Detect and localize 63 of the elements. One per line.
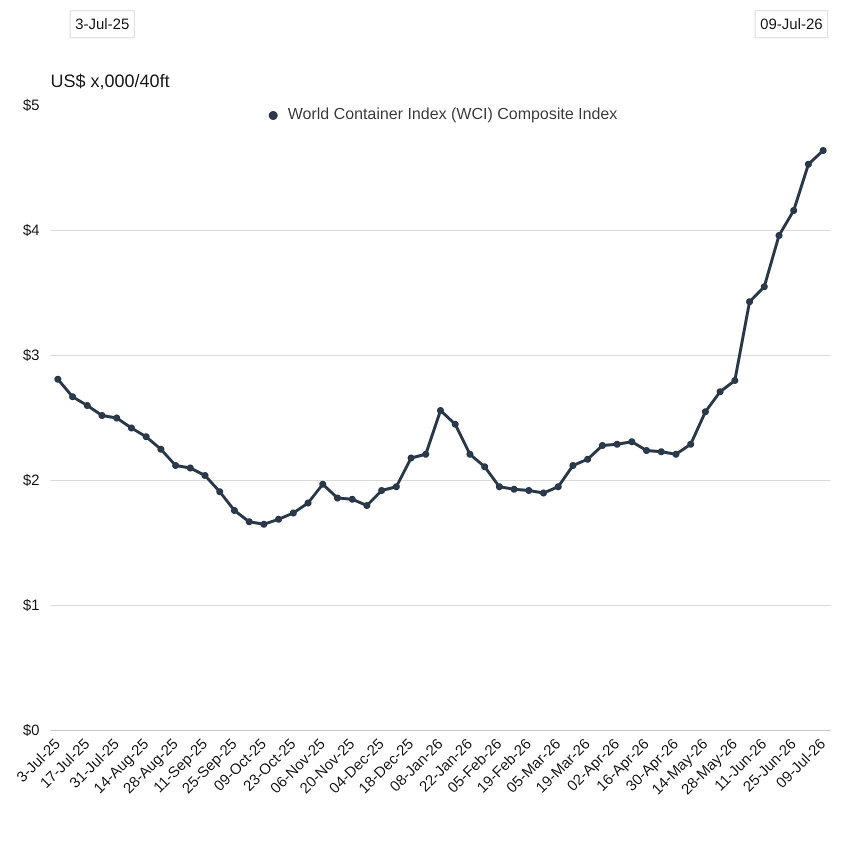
point	[687, 440, 694, 448]
point	[128, 424, 135, 432]
y-axis-title: US$ x,000/40ft	[50, 70, 170, 91]
point	[540, 490, 548, 496]
point	[246, 518, 253, 526]
point	[672, 450, 680, 458]
point	[466, 450, 474, 458]
point	[731, 377, 738, 384]
point	[230, 507, 238, 514]
point	[614, 440, 621, 448]
point	[275, 516, 282, 523]
text: 09-Jul-26	[760, 16, 823, 33]
point	[319, 480, 326, 488]
point	[584, 456, 592, 463]
point	[790, 207, 798, 214]
y-tick-label: $1	[22, 597, 40, 614]
point	[746, 298, 754, 306]
point	[628, 438, 636, 446]
point	[202, 472, 209, 479]
point	[569, 462, 576, 469]
y-tick-label: $3	[22, 347, 40, 364]
point	[113, 414, 120, 422]
text: 3-Jul-25	[75, 16, 130, 33]
point	[422, 450, 430, 458]
point	[658, 448, 665, 456]
point	[334, 494, 341, 502]
y-tick-label: $4	[22, 222, 40, 239]
point	[157, 446, 164, 453]
point	[408, 454, 415, 462]
point	[216, 488, 224, 496]
point	[804, 160, 812, 168]
point	[392, 483, 400, 490]
point	[378, 487, 386, 494]
point	[348, 496, 356, 503]
point	[304, 500, 312, 506]
point	[142, 433, 150, 440]
point	[69, 393, 76, 400]
point	[172, 462, 180, 469]
point	[525, 487, 532, 494]
point	[510, 486, 518, 493]
point	[554, 483, 562, 490]
point	[98, 412, 106, 419]
point	[598, 442, 606, 449]
point	[820, 147, 827, 154]
point	[775, 232, 782, 239]
point	[643, 447, 650, 454]
point	[84, 402, 91, 409]
point	[290, 510, 297, 516]
point	[54, 376, 62, 383]
point	[363, 502, 370, 509]
point	[437, 407, 444, 414]
y-tick-label: $0	[22, 722, 40, 739]
point	[702, 408, 709, 416]
point	[760, 283, 768, 290]
y-tick-label: $2	[22, 472, 40, 489]
point	[452, 420, 459, 428]
point	[716, 388, 724, 396]
point	[481, 463, 488, 470]
legend-label: World Container Index (WCI) Composite Index	[288, 106, 618, 124]
y-tick-label: $5	[22, 97, 40, 114]
point	[260, 520, 268, 528]
point	[496, 483, 503, 490]
point	[186, 464, 194, 472]
